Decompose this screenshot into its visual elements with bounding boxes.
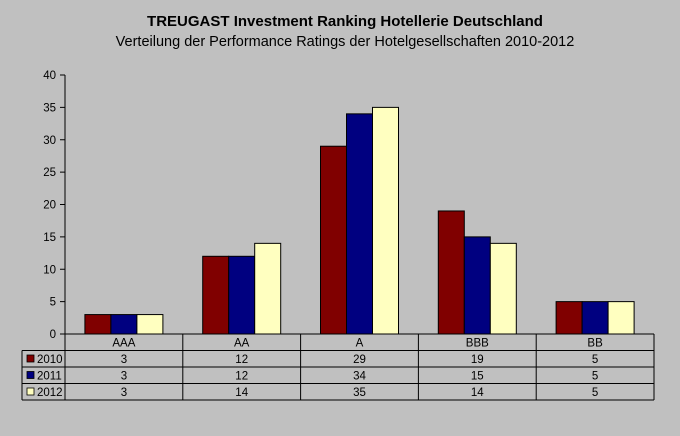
category-label: AAA: [112, 338, 135, 350]
bar-2011-BB: [581, 301, 609, 335]
bar-2012-A: [372, 106, 399, 335]
y-tick-label: 30: [43, 135, 56, 147]
y-tick-label: 35: [43, 102, 56, 114]
legend-key: [26, 371, 35, 379]
data-label: 3: [121, 354, 127, 366]
data-label: 3: [121, 387, 127, 399]
bar-2011-AA: [228, 255, 256, 335]
legend-key: [26, 387, 35, 396]
data-label: 12: [235, 354, 248, 366]
bar-2011-BBB: [463, 236, 491, 335]
y-tick-label: 15: [43, 232, 56, 244]
category-label: A: [356, 338, 364, 350]
category-label: BBB: [466, 338, 489, 350]
data-label: 14: [235, 387, 248, 399]
y-tick-label: 40: [43, 70, 56, 82]
data-label: 34: [353, 371, 366, 383]
legend-key: [26, 354, 35, 363]
bar-2010-AAA: [84, 314, 112, 335]
category-label: AA: [234, 338, 250, 350]
legend-label: 2011: [37, 371, 62, 383]
chart-title: TREUGAST Investment Ranking Hotellerie D…: [147, 13, 543, 30]
y-tick-label: 20: [43, 200, 56, 212]
data-label: 35: [353, 387, 366, 399]
legend-label: 2010: [37, 354, 63, 366]
legend-label: 2012: [37, 387, 63, 399]
bar-2011-A: [346, 113, 373, 335]
y-tick-label: 10: [43, 264, 56, 276]
bar-2012-BB: [607, 301, 635, 335]
bar-2010-AA: [202, 255, 230, 335]
chart-subtitle: Verteilung der Performance Ratings der H…: [116, 34, 575, 50]
data-label: 15: [471, 371, 484, 383]
bar-2010-A: [320, 145, 347, 335]
data-label: 5: [592, 371, 598, 383]
bar-2011-AAA: [110, 314, 138, 335]
data-label: 3: [121, 371, 127, 383]
data-label: 5: [592, 354, 598, 366]
data-label: 5: [592, 387, 598, 399]
y-tick-label: 5: [50, 297, 56, 309]
bar-2012-AAA: [136, 314, 164, 335]
y-tick-label: 25: [43, 167, 56, 179]
y-tick-label: 0: [50, 329, 56, 341]
data-label: 12: [235, 371, 248, 383]
data-label: 19: [471, 354, 484, 366]
bar-2010-BB: [555, 301, 583, 335]
data-label: 29: [353, 354, 366, 366]
bar-2012-AA: [254, 242, 282, 335]
data-label: 14: [471, 387, 484, 399]
bar-2010-BBB: [437, 210, 465, 335]
bar-2012-BBB: [489, 242, 517, 335]
category-label: BB: [587, 338, 603, 350]
